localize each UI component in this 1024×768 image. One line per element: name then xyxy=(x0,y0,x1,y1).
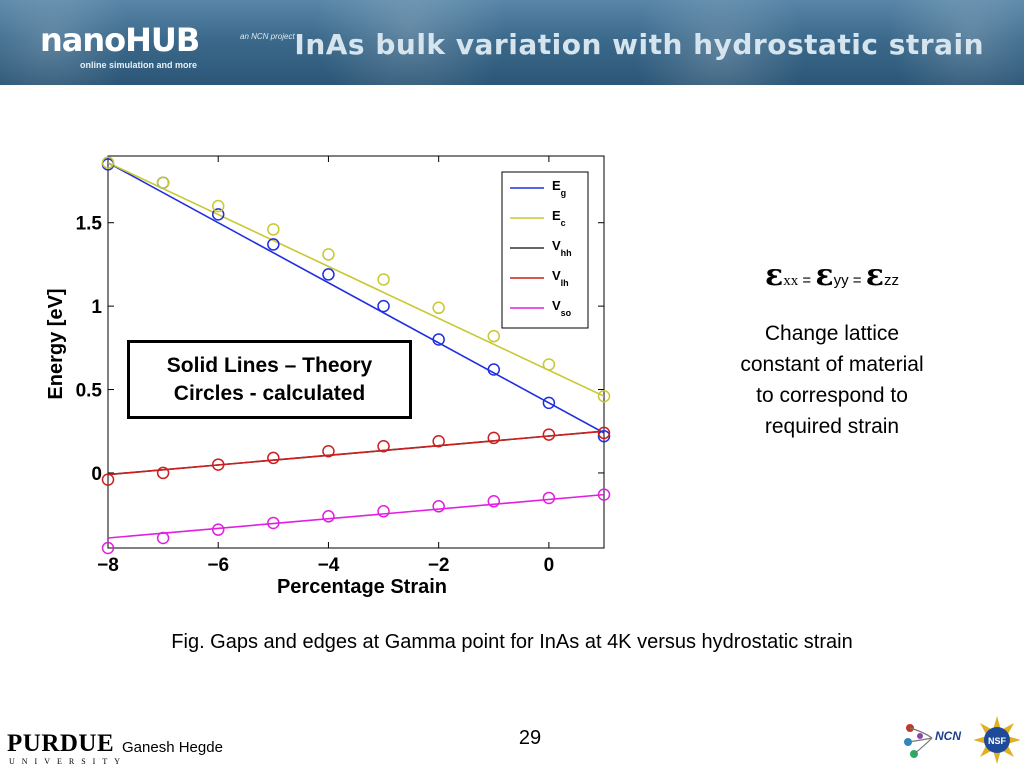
theory-line-vlh xyxy=(108,430,604,476)
epsilon-symbol: ε xyxy=(765,258,784,293)
calc-point-ec xyxy=(267,223,280,236)
calc-point-eg xyxy=(542,396,556,410)
calc-point-ec xyxy=(377,273,390,286)
calc-point-vso xyxy=(487,495,501,508)
y-tick-label: 1 xyxy=(91,297,102,318)
epsilon-symbol: ε xyxy=(865,258,884,293)
legend-subscript: hh xyxy=(561,248,572,258)
theory-box-line2: Circles - calculated xyxy=(173,382,366,405)
calc-point-ec xyxy=(432,301,445,315)
legend-subscript: lh xyxy=(561,278,569,288)
calc-point-ec xyxy=(597,389,611,403)
description-line: required strain xyxy=(764,415,900,438)
calc-point-ec xyxy=(156,176,170,189)
figure-caption: Fig. Gaps and edges at Gamma point for I… xyxy=(171,631,853,653)
calc-point-eg xyxy=(211,208,225,221)
calc-point-vso xyxy=(267,516,280,530)
y-axis-label: Energy [eV] xyxy=(45,288,67,399)
strain-equation: εxx = εyy = εzz xyxy=(712,258,952,293)
calc-point-vso xyxy=(432,500,445,513)
calc-point-vlh xyxy=(267,451,280,465)
calc-point-eg xyxy=(267,238,280,251)
epsilon-symbol: ε xyxy=(815,258,834,293)
calc-point-vso xyxy=(322,510,335,523)
y-tick-label: 0.5 xyxy=(76,381,103,402)
theory-line-vso xyxy=(108,493,604,539)
calc-point-ec xyxy=(487,329,501,343)
slide-header: nanoHUB online simulation and more an NC… xyxy=(0,0,1024,85)
theory-legend-box: Solid Lines – Theory Circles - calculate… xyxy=(127,340,412,419)
x-tick-label: −8 xyxy=(97,555,119,576)
x-tick-label: −6 xyxy=(207,555,229,576)
calc-point-eg xyxy=(432,333,445,346)
x-tick-label: −4 xyxy=(318,555,340,576)
calc-point-ec xyxy=(101,156,115,169)
calc-point-vso xyxy=(597,488,611,501)
calc-point-vlh xyxy=(597,426,611,440)
ncn-logo-icon: NCN xyxy=(904,724,961,758)
description-line: Change lattice xyxy=(764,322,900,345)
description-line: to correspond to xyxy=(756,384,908,407)
purdue-logo-sub: UNIVERSITY xyxy=(9,757,127,766)
subscript-zz: zz xyxy=(883,272,899,289)
subscript-yy: yy xyxy=(833,272,849,289)
nanohub-logo: nanoHUB online simulation and more an NC… xyxy=(40,21,295,72)
legend-subscript: g xyxy=(561,188,567,198)
theory-box-line1: Solid Lines – Theory xyxy=(166,354,373,377)
nanohub-logo-text: nanoHUB xyxy=(40,21,200,59)
x-axis-label: Percentage Strain xyxy=(277,576,447,598)
theory-line-ec xyxy=(108,161,604,397)
series-group xyxy=(108,161,604,539)
subscript-xx: xx xyxy=(783,273,799,289)
slide-title: InAs bulk variation with hydrostatic str… xyxy=(294,28,984,61)
x-tick-label: −2 xyxy=(428,555,450,576)
calc-point-vlh xyxy=(542,428,556,441)
calc-point-ec xyxy=(542,358,556,371)
legend-subscript: c xyxy=(561,218,566,228)
purdue-logo: PURDUE xyxy=(7,730,115,757)
axis-labels: −8 −6 −4 −2 0 0 0.5 1 1.5 Percentage Strain Energy… xyxy=(45,214,554,598)
calc-point-eg xyxy=(487,363,501,376)
calc-point-vlh xyxy=(487,431,501,445)
calc-point-vlh xyxy=(377,439,390,453)
calc-point-vso xyxy=(101,541,115,555)
ncn-project-tag: an NCN project xyxy=(240,32,295,41)
calc-point-vso xyxy=(211,523,225,536)
calc-point-vlh xyxy=(101,473,115,486)
ncn-logo-text: NCN xyxy=(935,729,961,743)
calc-point-ec xyxy=(211,199,225,213)
calc-point-vlh xyxy=(322,445,335,458)
author-name: Ganesh Hegde xyxy=(122,739,223,756)
equals-sign: = xyxy=(798,272,816,289)
x-tick-label: 0 xyxy=(544,555,555,576)
strain-description: Change lattice constant of material to c… xyxy=(712,318,952,442)
calc-point-vso xyxy=(377,505,390,518)
calc-point-vso xyxy=(156,531,170,545)
nsf-logo-icon: NSF xyxy=(974,716,1020,764)
calc-point-eg xyxy=(322,268,335,281)
nsf-logo-text: NSF xyxy=(988,736,1007,746)
calc-point-vlh xyxy=(432,434,445,448)
legend-box xyxy=(501,171,589,329)
legend-subscript: so xyxy=(561,308,572,318)
y-tick-label: 1.5 xyxy=(76,214,103,235)
equals-sign: = xyxy=(848,272,866,289)
calc-point-vlh xyxy=(156,466,170,480)
calc-point-eg xyxy=(377,299,390,313)
theory-line-eg xyxy=(108,161,604,434)
y-tick-label: 0 xyxy=(91,464,102,485)
calc-point-ec xyxy=(322,248,335,261)
page-number: 29 xyxy=(518,727,542,749)
calc-point-vso xyxy=(542,491,556,505)
calc-point-eg xyxy=(597,429,611,443)
nanohub-tagline: online simulation and more xyxy=(80,60,198,70)
description-line: constant of material xyxy=(740,353,924,376)
calc-point-vlh xyxy=(211,458,225,471)
